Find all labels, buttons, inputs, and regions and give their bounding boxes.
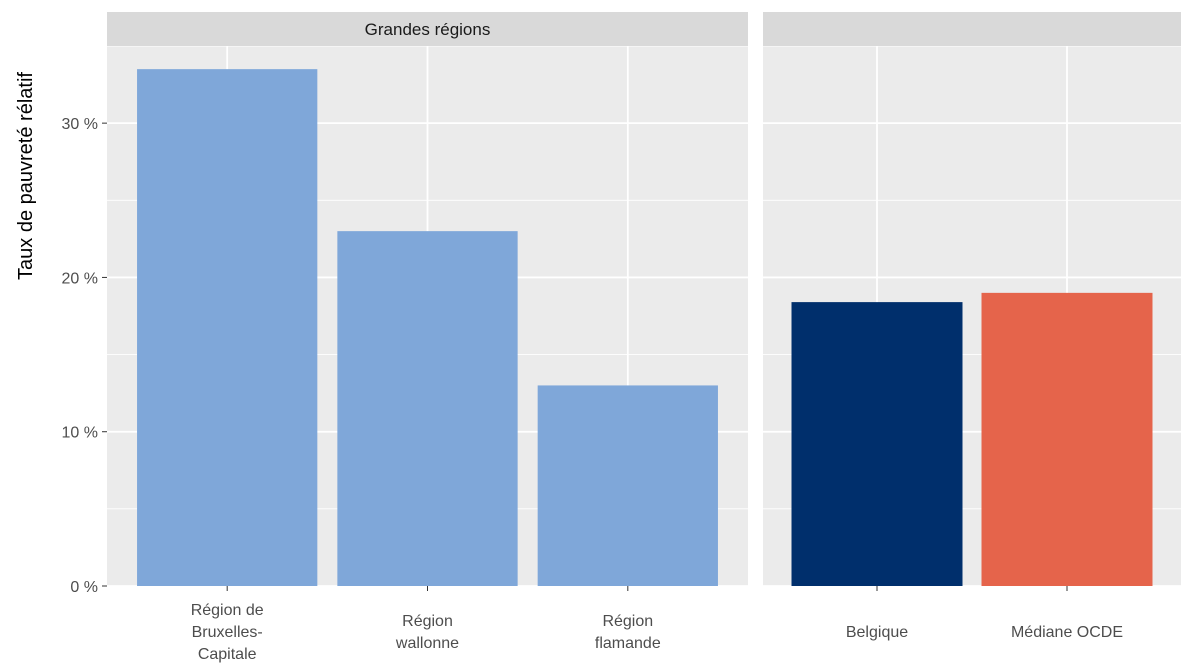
y-tick-label: 20 % bbox=[62, 270, 98, 287]
facet-strip bbox=[763, 12, 1181, 46]
x-tick-label-line: Région bbox=[402, 613, 453, 630]
x-tick-label: Belgique bbox=[846, 624, 908, 641]
x-tick-label-line: Belgique bbox=[846, 624, 908, 641]
x-tick-label-line: Bruxelles- bbox=[192, 624, 263, 641]
y-tick-label: 10 % bbox=[62, 425, 98, 442]
bar bbox=[137, 69, 318, 586]
x-tick-label-line: Région bbox=[602, 613, 653, 630]
x-tick-label: Région flamande bbox=[595, 613, 661, 652]
x-tick-label-line: Région de bbox=[191, 602, 264, 619]
bar bbox=[337, 231, 518, 586]
y-axis-title: Taux de pauvreté rélatif bbox=[15, 72, 37, 280]
x-tick-label-line: wallonne bbox=[395, 635, 459, 652]
x-tick-label-line: Médiane OCDE bbox=[1011, 624, 1123, 641]
y-tick-label: 0 % bbox=[70, 579, 98, 596]
bar bbox=[981, 292, 1153, 586]
x-tick-label-line: Capitale bbox=[198, 646, 257, 663]
chart-layer: Grandes régions Région de Bruxelles- Capita… bbox=[62, 12, 1181, 663]
bar bbox=[537, 385, 718, 586]
x-tick-label-line: flamande bbox=[595, 635, 661, 652]
x-tick-label: Médiane OCDE bbox=[1011, 624, 1123, 641]
x-tick-label: Région de Bruxelles- Capitale bbox=[191, 602, 264, 663]
y-tick-label: 30 % bbox=[62, 116, 98, 133]
bar bbox=[791, 302, 963, 586]
facet-strip-label: Grandes régions bbox=[365, 20, 491, 39]
facet-strip bbox=[107, 12, 748, 46]
x-tick-label: Région wallonne bbox=[395, 613, 459, 652]
